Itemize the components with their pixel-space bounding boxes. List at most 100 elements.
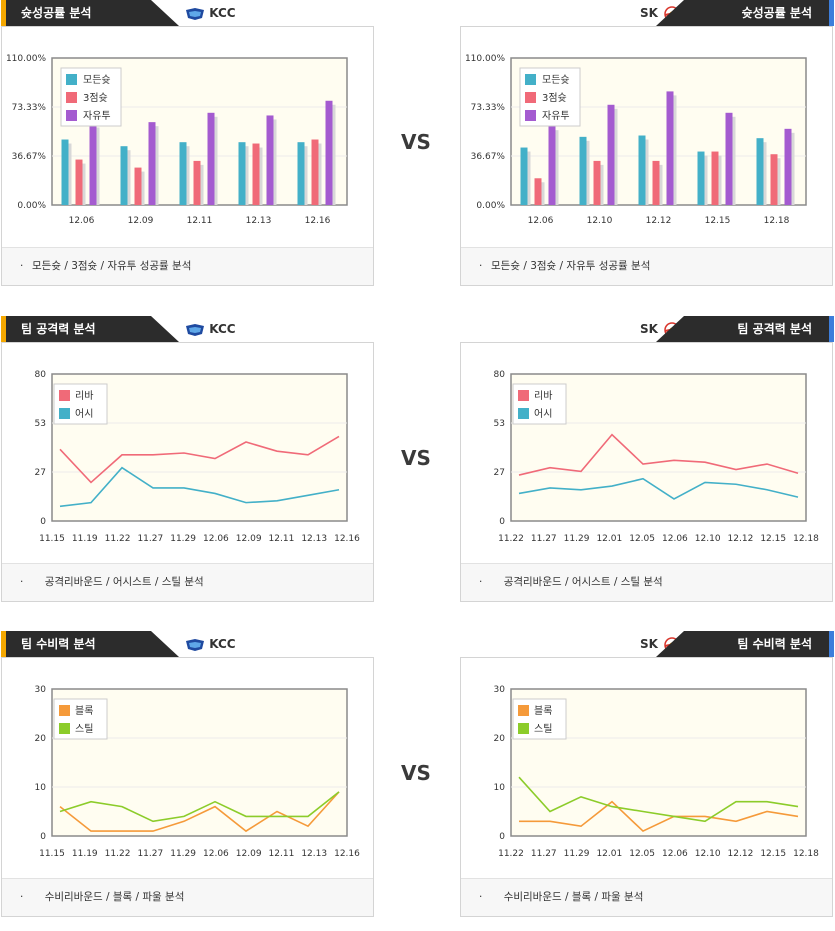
bar: [638, 135, 646, 205]
right-header: SK 팀 공격력 분석: [434, 316, 834, 342]
y-tick-label: 73.33%: [12, 103, 47, 113]
right-accent-bar: [829, 0, 834, 26]
x-tick-label: 11.29: [170, 849, 196, 859]
y-tick-label: 36.67%: [471, 152, 506, 162]
y-tick-label: 0: [499, 832, 505, 842]
x-tick-label: 12.16: [305, 216, 331, 226]
y-tick-label: 0: [499, 517, 505, 527]
defense-section: 팀 수비력 분석 KCC SK 팀 수비력 분석 30 20 10 0 11.15 11.…: [0, 631, 835, 931]
x-tick-label: 12.01: [596, 534, 622, 544]
y-tick-label: 110.00%: [6, 54, 46, 64]
bar: [579, 136, 587, 205]
left-accent-bar: [1, 0, 6, 26]
x-tick-label: 12.13: [246, 216, 272, 226]
left-footer: · 공격리바운드 / 어시스트 / 스틸 분석: [2, 563, 373, 601]
y-tick-label: 0.00%: [476, 201, 505, 211]
left-team: KCC: [185, 631, 236, 657]
legend-swatch: [518, 390, 529, 401]
x-tick-label: 11.19: [72, 534, 98, 544]
y-tick-label: 27: [35, 468, 46, 478]
vs-label: VS: [401, 761, 431, 785]
legend-label: 블록: [75, 705, 93, 717]
legend-swatch: [59, 408, 70, 419]
right-footer-text: 공격리바운드 / 어시스트 / 스틸 분석: [503, 576, 663, 588]
right-team-name: SK: [640, 6, 658, 20]
legend-label: 어시: [534, 408, 552, 420]
legend-swatch: [59, 723, 70, 734]
bar: [548, 126, 556, 205]
x-tick-label: 11.22: [105, 849, 131, 859]
y-tick-label: 0: [40, 517, 46, 527]
series-line: [518, 776, 799, 823]
left-title-tab: 슛성공률 분석: [1, 0, 179, 26]
left-offense-chart: 80 53 27 0 11.15 11.19 11.22 11.27 11.29 12.06 12.…: [35, 370, 361, 544]
bar: [311, 139, 319, 205]
bar: [252, 143, 260, 205]
bar: [134, 167, 142, 205]
y-tick-label: 10: [494, 783, 506, 793]
series-line: [519, 800, 799, 833]
legend-swatch: [59, 390, 70, 401]
series-line: [59, 435, 340, 484]
x-tick-label: 11.29: [170, 534, 196, 544]
x-tick-label: 12.06: [69, 216, 95, 226]
x-tick-label: 11.19: [72, 849, 98, 859]
y-tick-label: 30: [35, 685, 47, 695]
bar: [711, 151, 719, 205]
right-footer-text: 수비리바운드 / 블록 / 파울 분석: [503, 891, 644, 903]
x-tick-label: 12.13: [301, 534, 327, 544]
right-accent-bar: [829, 631, 834, 657]
x-tick-label: 11.29: [564, 849, 590, 859]
x-tick-label: 12.12: [728, 534, 754, 544]
x-tick-label: 12.12: [728, 849, 754, 859]
x-tick-label: 11.22: [498, 849, 524, 859]
bar: [179, 142, 187, 205]
right-chart-panel: 30 20 10 0 11.22 11.27 11.29 12.01 12.05 12.06 12.…: [460, 657, 833, 917]
bar: [652, 160, 660, 205]
bar: [89, 123, 97, 205]
x-tick-label: 11.15: [39, 849, 65, 859]
legend-label: 모든슛: [542, 74, 570, 86]
bar: [784, 128, 792, 205]
legend-label: 자유투: [83, 110, 111, 122]
bar: [697, 151, 705, 205]
x-tick-label: 11.27: [137, 534, 163, 544]
right-title-tab: 슛성공률 분석: [656, 0, 834, 26]
bar: [297, 142, 305, 205]
bar: [207, 112, 215, 205]
left-team-name: KCC: [209, 322, 236, 336]
x-tick-label: 12.09: [128, 216, 154, 226]
left-chart-panel: 30 20 10 0 11.15 11.19 11.22 11.27 11.29 12.06 12.…: [1, 657, 374, 917]
series-line: [518, 477, 799, 500]
y-tick-label: 30: [494, 685, 506, 695]
right-defense-chart: 30 20 10 0 11.22 11.27 11.29 12.01 12.05 12.06 12.…: [494, 685, 820, 859]
x-tick-label: 11.22: [498, 534, 524, 544]
kcc-logo-icon: [186, 638, 204, 651]
y-tick-label: 53: [494, 419, 505, 429]
left-footer: · 수비리바운드 / 블록 / 파울 분석: [2, 878, 373, 916]
vs-label: VS: [401, 130, 431, 154]
legend-label: 스틸: [75, 722, 93, 735]
left-header: 슛성공률 분석 KCC: [1, 0, 401, 26]
left-chart-panel: 110.00% 73.33% 36.67% 0.00% 12.06 12.09 12.11 1…: [1, 26, 374, 286]
x-tick-label: 12.06: [203, 534, 229, 544]
x-tick-label: 12.15: [760, 534, 786, 544]
x-tick-label: 12.18: [793, 534, 819, 544]
left-shooting-chart: 110.00% 73.33% 36.67% 0.00% 12.06 12.09 12.11 1…: [6, 54, 348, 226]
left-header: 팀 수비력 분석 KCC: [1, 631, 401, 657]
y-tick-label: 73.33%: [471, 103, 506, 113]
series-line: [518, 433, 799, 476]
section-title: 팀 공격력 분석: [737, 322, 812, 336]
legend-label: 3점슛: [542, 92, 567, 104]
legend-label: 리바: [534, 390, 552, 402]
bar: [520, 147, 528, 205]
right-footer: · 수비리바운드 / 블록 / 파울 분석: [461, 878, 832, 916]
left-title-tab: 팀 공격력 분석: [1, 316, 179, 342]
x-tick-label: 12.05: [629, 534, 655, 544]
left-title-tab: 팀 수비력 분석: [1, 631, 179, 657]
x-tick-label: 12.12: [646, 216, 672, 226]
legend-label: 블록: [534, 705, 552, 717]
x-tick-label: 12.13: [301, 849, 327, 859]
